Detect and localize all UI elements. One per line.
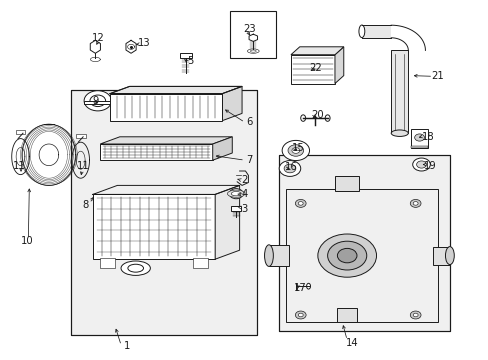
Ellipse shape [337, 248, 356, 263]
Bar [410, 146, 427, 148]
Polygon shape [100, 137, 232, 144]
Ellipse shape [84, 91, 111, 111]
Text: 8: 8 [82, 200, 88, 210]
Ellipse shape [300, 115, 305, 121]
Text: 10: 10 [20, 236, 33, 246]
Text: 16: 16 [284, 162, 297, 172]
Bar [84, 101, 111, 104]
Text: 6: 6 [245, 117, 252, 127]
Bar [285, 189, 437, 322]
Polygon shape [334, 47, 343, 84]
Ellipse shape [317, 234, 376, 277]
Text: 18: 18 [421, 132, 433, 142]
Bar [100, 258, 115, 268]
Ellipse shape [390, 130, 407, 136]
Ellipse shape [412, 158, 429, 171]
Text: 1: 1 [123, 341, 130, 351]
Bar [229, 11, 276, 58]
Ellipse shape [327, 241, 366, 270]
Ellipse shape [231, 192, 241, 196]
Text: 9: 9 [92, 96, 99, 106]
Polygon shape [215, 185, 239, 259]
Ellipse shape [412, 202, 417, 205]
Ellipse shape [409, 199, 420, 207]
Text: 23: 23 [243, 24, 255, 34]
Text: 13: 13 [138, 38, 150, 48]
Ellipse shape [412, 313, 417, 317]
Text: 19: 19 [423, 161, 436, 171]
Ellipse shape [414, 134, 424, 141]
Bar [71, 90, 256, 335]
Ellipse shape [247, 49, 259, 53]
Ellipse shape [121, 261, 150, 275]
Bar [180, 53, 191, 58]
Polygon shape [290, 47, 343, 55]
Ellipse shape [358, 25, 364, 37]
Ellipse shape [284, 164, 295, 173]
Ellipse shape [298, 202, 303, 205]
Polygon shape [110, 86, 242, 94]
Ellipse shape [291, 148, 299, 153]
Ellipse shape [127, 264, 143, 272]
Ellipse shape [264, 245, 273, 266]
Bar [278, 155, 449, 331]
Text: 12: 12 [91, 33, 104, 43]
Bar [268, 245, 288, 266]
Ellipse shape [287, 145, 303, 156]
Ellipse shape [306, 283, 310, 289]
Bar [361, 25, 390, 38]
Bar [334, 176, 359, 191]
Polygon shape [212, 137, 232, 160]
Bar [100, 144, 212, 160]
Bar [76, 134, 85, 138]
Text: 17: 17 [294, 283, 306, 293]
Text: 21: 21 [430, 71, 443, 81]
Bar [278, 155, 449, 331]
Ellipse shape [227, 190, 244, 197]
Ellipse shape [90, 95, 105, 107]
Ellipse shape [295, 199, 305, 207]
Text: 14: 14 [345, 338, 358, 348]
Bar [290, 55, 334, 84]
Bar [110, 94, 222, 121]
Ellipse shape [279, 161, 300, 176]
Text: 20: 20 [311, 110, 324, 120]
Text: 11: 11 [13, 161, 26, 171]
Ellipse shape [325, 115, 329, 121]
Ellipse shape [229, 189, 243, 199]
Text: 15: 15 [291, 143, 304, 153]
Text: 4: 4 [241, 189, 247, 199]
Bar [231, 206, 241, 211]
Ellipse shape [250, 50, 256, 52]
Text: 22: 22 [308, 63, 321, 73]
Ellipse shape [298, 313, 303, 317]
Bar [337, 308, 356, 322]
Ellipse shape [445, 247, 453, 265]
Ellipse shape [232, 191, 239, 196]
Ellipse shape [409, 311, 420, 319]
Text: 11: 11 [77, 161, 89, 171]
Bar [93, 194, 215, 259]
Polygon shape [222, 86, 242, 121]
Bar [71, 90, 256, 335]
Bar [16, 130, 25, 134]
Ellipse shape [416, 161, 426, 168]
Bar [390, 50, 407, 133]
Bar [193, 258, 207, 268]
Text: 2: 2 [241, 175, 247, 185]
Text: 3: 3 [241, 204, 247, 214]
Ellipse shape [282, 140, 309, 161]
Text: 5: 5 [187, 56, 194, 66]
Bar [432, 247, 449, 265]
Text: 7: 7 [245, 155, 252, 165]
Ellipse shape [295, 311, 305, 319]
Bar [410, 129, 427, 148]
